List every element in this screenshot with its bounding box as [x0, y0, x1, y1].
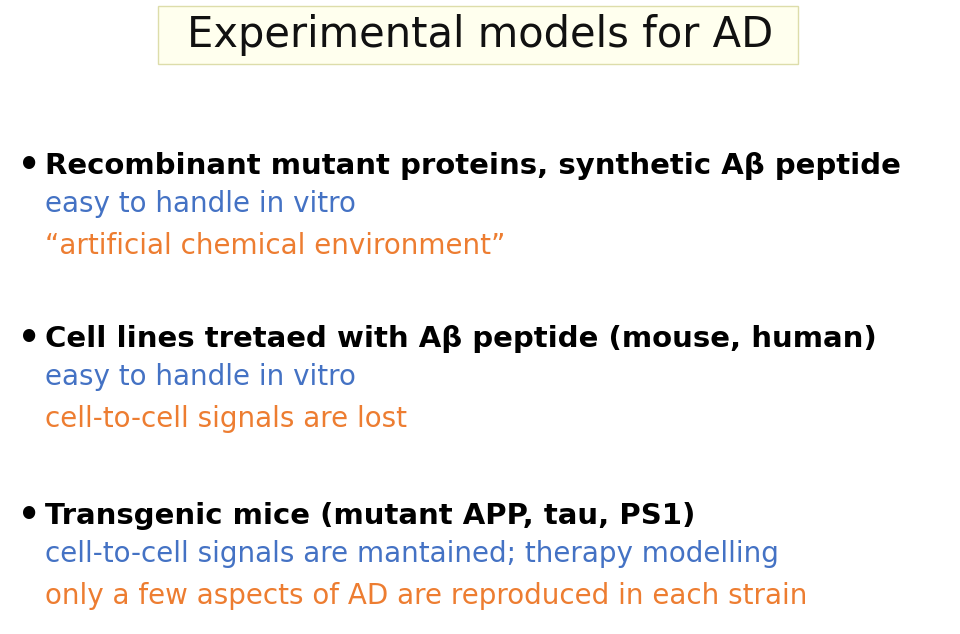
Text: only a few aspects of AD are reproduced in each strain: only a few aspects of AD are reproduced …: [45, 582, 807, 610]
Text: Experimental models for AD: Experimental models for AD: [187, 14, 773, 56]
Text: •: •: [18, 322, 40, 356]
FancyBboxPatch shape: [158, 6, 798, 64]
Text: easy to handle in vitro: easy to handle in vitro: [45, 363, 356, 391]
Text: cell-to-cell signals are mantained; therapy modelling: cell-to-cell signals are mantained; ther…: [45, 540, 779, 568]
Text: Recombinant mutant proteins, synthetic Aβ peptide: Recombinant mutant proteins, synthetic A…: [45, 152, 900, 180]
Text: easy to handle in vitro: easy to handle in vitro: [45, 190, 356, 218]
Text: cell-to-cell signals are lost: cell-to-cell signals are lost: [45, 405, 407, 433]
Text: •: •: [18, 149, 40, 183]
Text: •: •: [18, 499, 40, 533]
Text: “artificial chemical environment”: “artificial chemical environment”: [45, 232, 505, 260]
Text: Cell lines tretaed with Aβ peptide (mouse, human): Cell lines tretaed with Aβ peptide (mous…: [45, 325, 876, 353]
Text: Transgenic mice (mutant APP, tau, PS1): Transgenic mice (mutant APP, tau, PS1): [45, 502, 695, 530]
